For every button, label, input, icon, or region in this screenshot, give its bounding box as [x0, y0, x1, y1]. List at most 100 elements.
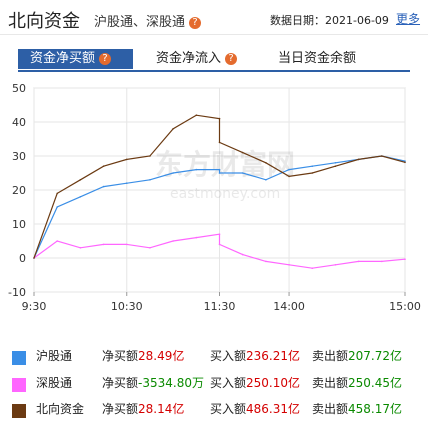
series-point-2	[195, 114, 198, 116]
series-point-2	[79, 179, 82, 181]
series-point-2	[334, 165, 337, 167]
series-point-2	[149, 155, 151, 157]
help-icon[interactable]: ?	[189, 16, 202, 29]
y-tick-label: 40	[12, 116, 26, 129]
sell-label: 卖出额	[312, 376, 349, 390]
series-point-2	[241, 151, 244, 154]
tab-net-inflow[interactable]: 资金净流入?	[156, 49, 238, 69]
series-point-1	[404, 258, 406, 260]
series-point-2	[311, 172, 314, 174]
series-point-1	[311, 267, 314, 269]
series-point-1	[195, 236, 198, 239]
legend-row-sgt: 深股通 净买额-3534.80万 买入额250.10亿 卖出额250.45亿	[0, 373, 428, 393]
date-label: 数据日期：	[270, 14, 325, 27]
series-point-1	[218, 233, 221, 235]
y-tick-label: 0	[19, 252, 26, 265]
sell-amount: 卖出额250.45亿	[312, 373, 402, 393]
series-point-0	[311, 165, 314, 167]
tab-net-buy-label: 资金净买额	[30, 51, 96, 66]
series-point-1	[102, 243, 105, 246]
subtitle-text: 沪股通、深股通	[94, 15, 186, 30]
more-link[interactable]: 更多	[396, 12, 421, 26]
series-point-2	[265, 162, 267, 164]
series-point-0	[218, 172, 221, 174]
sell-amount: 卖出额458.17亿	[312, 399, 402, 419]
series-point-0	[218, 168, 221, 171]
series-line-1	[33, 233, 406, 269]
buy-label: 买入额	[210, 402, 247, 416]
chart-series	[33, 114, 406, 269]
net-label: 净买额	[102, 349, 139, 363]
tab-daily-balance[interactable]: 当日资金余额	[278, 51, 357, 66]
legend-name: 北向资金	[36, 402, 85, 416]
series-line-0	[33, 155, 406, 259]
net-buy: 净买额28.14亿	[102, 399, 184, 419]
series-point-0	[195, 168, 198, 171]
series-point-1	[149, 247, 151, 249]
series-point-1	[288, 264, 290, 266]
x-tick-label: 15:00	[389, 300, 421, 313]
series-point-1	[172, 240, 174, 242]
y-tick-label: 10	[12, 218, 26, 231]
series-point-1	[79, 247, 82, 249]
series-point-2	[404, 161, 406, 164]
sell-label: 卖出额	[312, 349, 349, 363]
series-point-0	[334, 162, 337, 164]
series-point-1	[334, 264, 337, 266]
series-point-0	[102, 185, 105, 188]
series-point-1	[56, 240, 58, 242]
data-date: 数据日期：2021-06-09	[270, 12, 389, 28]
series-point-0	[404, 160, 406, 162]
series-point-2	[33, 257, 35, 259]
y-tick-label: 50	[12, 82, 26, 95]
legend-row-north: 北向资金 净买额28.14亿 买入额486.31亿 卖出额458.17亿	[0, 399, 428, 419]
buy-label: 买入额	[210, 349, 247, 363]
page-title: 北向资金	[8, 11, 80, 32]
y-tick-label: -10	[8, 286, 26, 299]
series-point-2	[56, 192, 58, 195]
watermark-url: eastmoney.com	[170, 186, 280, 202]
series-point-2	[288, 175, 290, 178]
series-point-2	[102, 165, 105, 167]
legend-swatch-hgt	[12, 351, 26, 365]
sell-amount: 卖出额207.72亿	[312, 346, 402, 366]
net-value: 28.49亿	[138, 349, 185, 363]
series-point-2	[381, 155, 383, 157]
series-point-0	[241, 172, 244, 174]
series-point-2	[218, 117, 221, 120]
series-point-2	[125, 158, 128, 161]
buy-amount: 买入额236.21亿	[210, 346, 300, 366]
line-chart: 东方财富网 eastmoney.com 50 40 30 20 10 0 -10 9:30 1…	[8, 82, 421, 313]
sell-label: 卖出额	[312, 402, 349, 416]
x-axis: 9:30 10:30 11:30 14:00 15:00	[22, 292, 421, 313]
sell-value: 458.17亿	[348, 402, 403, 416]
net-label: 净买额	[102, 376, 139, 390]
net-value: 28.14亿	[138, 402, 185, 416]
series-point-1	[218, 243, 221, 246]
series-point-1	[357, 260, 360, 263]
series-point-2	[357, 158, 360, 161]
legend-name: 深股通	[36, 376, 73, 390]
y-axis: 50 40 30 20 10 0 -10	[8, 82, 26, 299]
series-point-1	[241, 253, 244, 256]
watermark: 东方财富网 eastmoney.com	[155, 148, 295, 202]
buy-value: 236.21亿	[246, 349, 301, 363]
series-point-2	[218, 141, 221, 144]
y-tick-label: 30	[12, 150, 26, 163]
header-divider	[0, 34, 428, 35]
series-point-0	[172, 172, 174, 174]
legend-swatch-sgt	[12, 378, 26, 392]
help-icon[interactable]: ?	[99, 52, 112, 65]
buy-amount: 买入额250.10亿	[210, 373, 300, 393]
series-line-2	[33, 114, 406, 259]
legend-name: 沪股通	[36, 349, 73, 363]
series-point-0	[288, 168, 290, 171]
tab-net-buy[interactable]: 资金净买额?	[18, 49, 133, 69]
x-tick-label: 10:30	[111, 300, 143, 313]
series-point-1	[381, 260, 383, 263]
x-tick-label: 9:30	[22, 300, 47, 313]
series-point-0	[79, 196, 82, 198]
help-icon[interactable]: ?	[225, 52, 238, 65]
legend-row-hgt: 沪股通 净买额28.49亿 买入额236.21亿 卖出额207.72亿	[0, 346, 428, 366]
x-tick-label: 11:30	[204, 300, 236, 313]
